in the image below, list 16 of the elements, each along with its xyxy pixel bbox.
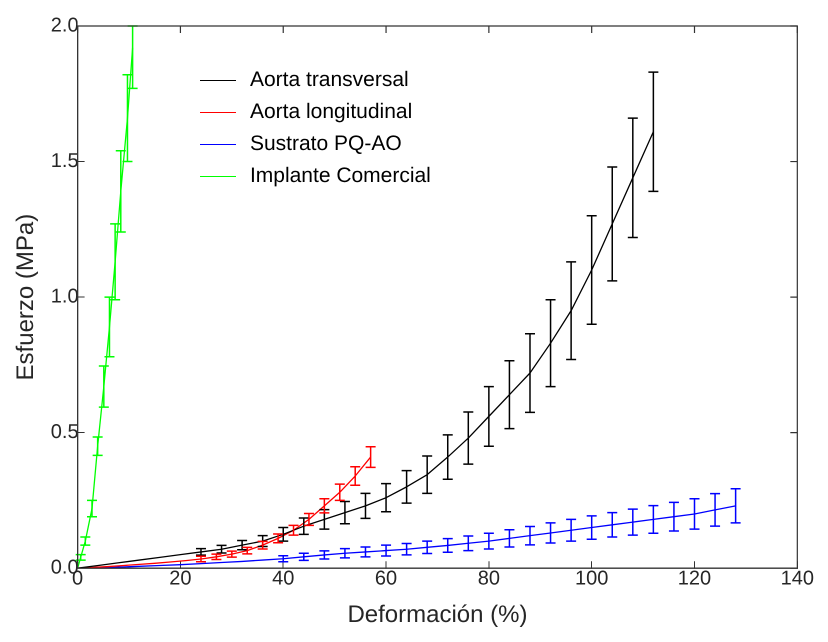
y-axis-title: Esfuerzo (MPa) — [12, 214, 40, 380]
x-tick-label: 80 — [478, 568, 500, 590]
y-tick-label: 2.0 — [50, 14, 79, 37]
x-tick-label: 40 — [272, 568, 294, 590]
x-tick-label: 100 — [574, 568, 608, 590]
x-tick-label: 60 — [374, 568, 398, 590]
y-tick-label: 0.5 — [50, 421, 79, 444]
legend-label: Sustrato PQ-AO — [250, 131, 402, 157]
legend-label: Aorta transversal — [250, 67, 409, 93]
x-tick-label: 140 — [780, 568, 814, 590]
x-tick-label: 20 — [169, 568, 192, 590]
x-axis-title: Deformación (%) — [347, 601, 528, 628]
legend-label: Implante Comercial — [250, 163, 431, 189]
y-tick-label: 1.5 — [50, 150, 79, 172]
x-tick-label: 120 — [678, 568, 712, 590]
legend-label: Aorta longitudinal — [250, 99, 412, 125]
